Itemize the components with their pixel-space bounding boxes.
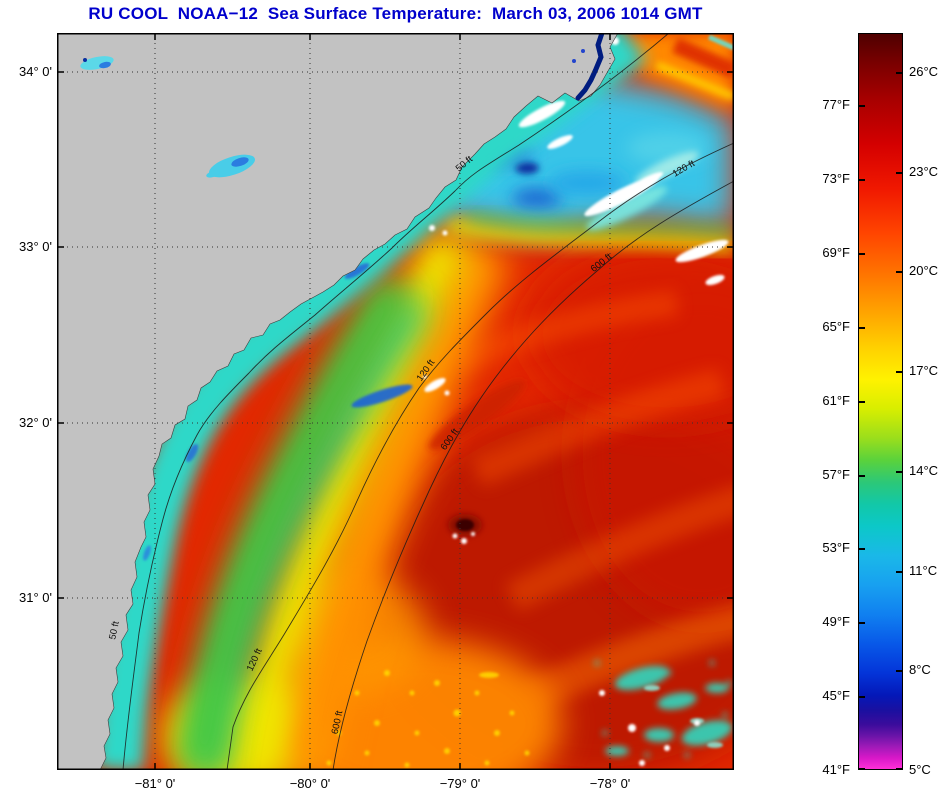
colorbar-tick-mark bbox=[859, 475, 865, 477]
colorbar bbox=[858, 33, 903, 770]
map-border bbox=[57, 33, 734, 770]
colorbar-tick-mark bbox=[896, 471, 902, 473]
colorbar-fahrenheit-label: 73°F bbox=[822, 171, 850, 186]
colorbar-celsius-label: 14°C bbox=[909, 463, 939, 478]
coastline bbox=[57, 33, 619, 770]
contour-depth-label: 50 ft bbox=[107, 620, 122, 641]
colorbar-celsius-label: 23°C bbox=[909, 164, 939, 179]
x-axis-tick-label: −78° 0' bbox=[589, 776, 631, 791]
colorbar-fahrenheit-label: 45°F bbox=[822, 688, 850, 703]
colorbar-fahrenheit-label: 61°F bbox=[822, 393, 850, 408]
cape-fear-river bbox=[575, 33, 605, 101]
warm-filament bbox=[428, 380, 526, 450]
colorbar-celsius-label: 26°C bbox=[909, 64, 939, 79]
x-axis-tick-label: −80° 0' bbox=[289, 776, 331, 791]
colorbar-tick-mark bbox=[859, 253, 865, 255]
y-axis-tick-label: 33° 0' bbox=[19, 239, 52, 254]
colorbar-fahrenheit-label: 77°F bbox=[822, 97, 850, 112]
dark-warm-spot bbox=[456, 519, 474, 531]
colorbar-tick-mark bbox=[859, 401, 865, 403]
colorbar-celsius-label: 8°C bbox=[909, 662, 931, 677]
inland-water bbox=[80, 49, 585, 178]
y-axis-tick-label: 32° 0' bbox=[19, 415, 52, 430]
x-axis-tick-label: −81° 0' bbox=[134, 776, 176, 791]
land bbox=[57, 33, 619, 770]
contour-50ft bbox=[122, 33, 670, 770]
colorbar-celsius-label: 11°C bbox=[909, 563, 938, 578]
colorbar-tick-mark bbox=[859, 105, 865, 107]
contour-120ft bbox=[226, 142, 734, 770]
colorbar-tick-mark bbox=[859, 327, 865, 329]
colorbar-tick-mark bbox=[896, 670, 902, 672]
colorbar-tick-mark bbox=[859, 622, 865, 624]
contour-600ft bbox=[332, 180, 734, 770]
colorbar-fahrenheit-label: 65°F bbox=[822, 319, 850, 334]
depth-contours bbox=[122, 33, 734, 770]
colorbar-tick-mark bbox=[859, 548, 865, 550]
colorbar-gradient bbox=[859, 34, 902, 769]
colorbar-fahrenheit-label: 41°F bbox=[822, 762, 850, 777]
colorbar-fahrenheit-label: 69°F bbox=[822, 245, 850, 260]
colorbar-tick-mark bbox=[896, 371, 902, 373]
colorbar-tick-mark bbox=[896, 72, 902, 74]
y-axis-tick-label: 31° 0' bbox=[19, 590, 52, 605]
colorbar-celsius-label: 17°C bbox=[909, 363, 939, 378]
colorbar-tick-mark bbox=[859, 696, 865, 698]
cloud-mottling bbox=[594, 660, 733, 758]
colorbar-fahrenheit-label: 53°F bbox=[822, 540, 850, 555]
colorbar-tick-mark bbox=[896, 271, 902, 273]
contour-depth-label: 600 ft bbox=[330, 709, 346, 735]
x-axis-tick-label: −79° 0' bbox=[439, 776, 481, 791]
colorbar-tick-mark bbox=[896, 172, 902, 174]
colorbar-fahrenheit-label: 49°F bbox=[822, 614, 850, 629]
map-frame: 50 ft 120 ft 600 ft 120 ft 600 ft 50 ft 120 ft… bbox=[57, 33, 734, 770]
colorbar-tick-mark bbox=[896, 768, 902, 770]
colorbar-tick-mark bbox=[896, 571, 902, 573]
colorbar-fahrenheit-label: 57°F bbox=[822, 467, 850, 482]
y-axis-tick-label: 34° 0' bbox=[19, 64, 52, 79]
colorbar-celsius-label: 20°C bbox=[909, 263, 939, 278]
colorbar-tick-mark bbox=[859, 768, 865, 770]
colorbar-tick-mark bbox=[859, 179, 865, 181]
colorbar-celsius-label: 5°C bbox=[909, 762, 931, 777]
plot-title: RU COOL NOAA−12 Sea Surface Temperature:… bbox=[88, 4, 703, 23]
